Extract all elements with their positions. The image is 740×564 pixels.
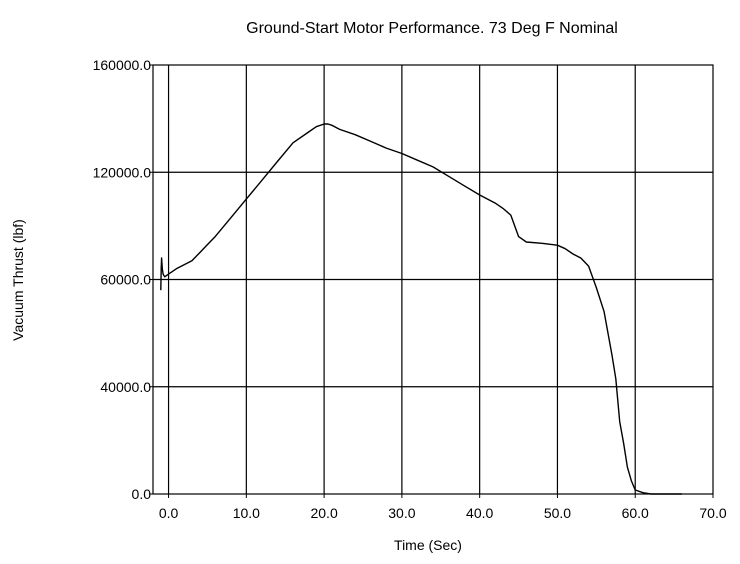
x-tick-label: 60.0 xyxy=(622,505,649,521)
y-tick-label: 160000.0 xyxy=(93,57,152,73)
x-tick-label: 10.0 xyxy=(233,505,260,521)
x-tick-label: 0.0 xyxy=(159,505,179,521)
y-tick-label: 0.0 xyxy=(132,486,152,502)
x-tick-label: 20.0 xyxy=(310,505,337,521)
series-layer xyxy=(160,123,682,495)
chart-title: Ground-Start Motor Performance. 73 Deg F… xyxy=(246,20,618,37)
x-axis-title: Time (Sec) xyxy=(394,537,462,553)
y-tick-label: 40000.0 xyxy=(100,379,151,395)
x-tick-label: 70.0 xyxy=(699,505,726,521)
x-tick-label: 50.0 xyxy=(544,505,571,521)
x-tick-label: 30.0 xyxy=(388,505,415,521)
gridlines xyxy=(152,64,714,495)
y-tick-label: 60000.0 xyxy=(100,272,151,288)
x-tick-label: 40.0 xyxy=(466,505,493,521)
x-axis-ticks: 0.0 10.0 20.0 30.0 40.0 50.0 60.0 70.0 xyxy=(159,494,727,521)
y-tick-label: 120000.0 xyxy=(93,164,152,180)
thrust-series-line xyxy=(160,123,682,495)
y-axis-ticks: 0.0 40000.0 60000.0 120000.0 160000.0 xyxy=(93,57,153,502)
y-axis-title: Vacuum Thrust (lbf) xyxy=(10,219,26,341)
